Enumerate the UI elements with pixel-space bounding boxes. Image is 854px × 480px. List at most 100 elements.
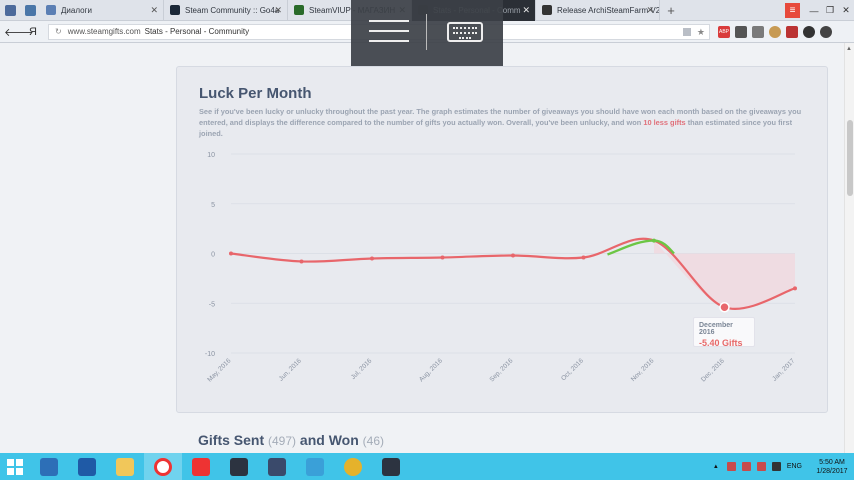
x-tick-label: Sep, 2016	[489, 357, 515, 383]
x-tick-label: Dec, 2016	[700, 357, 726, 383]
gear-icon	[306, 457, 324, 476]
tab-label: Диалоги	[61, 5, 92, 15]
taskbar-app-5[interactable]	[372, 453, 410, 480]
reload-icon[interactable]: ↻	[55, 27, 62, 36]
extensions: ABP	[718, 25, 832, 38]
taskbar-powershell[interactable]	[68, 453, 106, 480]
taskbar-explorer[interactable]	[30, 453, 68, 480]
clock-time: 5:50 AM	[819, 458, 845, 466]
description-text: See if you've been lucky or unlucky thro…	[199, 107, 802, 127]
description-highlight: 10 less gifts	[643, 118, 686, 127]
yandex-button[interactable]: Я	[29, 25, 37, 38]
tab-close-icon[interactable]: ✕	[274, 4, 282, 15]
keyboard-icon[interactable]	[447, 22, 483, 42]
start-button[interactable]	[0, 453, 30, 480]
tray-icon-1[interactable]	[726, 462, 736, 471]
taskbar-yandex[interactable]	[144, 453, 182, 480]
pinned-tab-vk[interactable]	[20, 0, 40, 21]
close-window-button[interactable]: ✕	[842, 5, 850, 15]
extension-icon-3[interactable]	[803, 25, 815, 38]
gifts-won-label: and Won	[299, 432, 359, 448]
taskbar-yandex-2[interactable]	[182, 453, 220, 480]
back-button[interactable]: 🡐	[4, 26, 34, 39]
gifts-section-title: Gifts Sent (497) and Won (46)	[198, 432, 384, 448]
vk-icon	[24, 4, 36, 16]
data-point	[229, 251, 233, 256]
luck-line	[230, 237, 796, 310]
scrollbar-thumb[interactable]	[847, 120, 853, 196]
negative-area	[654, 240, 795, 309]
tab-close-icon[interactable]: ✕	[522, 4, 530, 15]
x-tick-label: Nov, 2016	[630, 357, 656, 383]
chrome-icon	[344, 457, 362, 476]
menu-icon[interactable]	[369, 20, 409, 42]
tab-label: Steam Community :: Go4a	[185, 5, 280, 15]
page-content: Luck Per Month See if you've been lucky …	[0, 43, 854, 453]
url-page-title: Stats - Personal - Community	[144, 27, 250, 36]
tab-4[interactable]: Release ArchiSteamFarm V2 ✕	[536, 0, 660, 21]
cookie-icon[interactable]	[769, 25, 781, 38]
shield-icon-2	[382, 457, 400, 476]
adblock-icon[interactable]: ABP	[718, 25, 730, 38]
x-tick-label: May, 2016	[206, 357, 232, 383]
language-indicator[interactable]: ENG	[786, 463, 802, 470]
system-tray: ▲ ENG 5:50 AM 1/28/2017	[713, 453, 854, 480]
download-icon[interactable]	[820, 25, 832, 38]
tray-icon-2[interactable]	[741, 462, 751, 471]
clock[interactable]: 5:50 AM 1/28/2017	[810, 458, 854, 476]
new-tab-button[interactable]: +	[667, 2, 675, 18]
tray-arrow-icon[interactable]: ▲	[712, 463, 719, 470]
tab-favicon	[542, 5, 552, 15]
extension-icon-2[interactable]	[752, 25, 764, 38]
y-tick-label: -5	[209, 301, 215, 308]
yandex-browser-icon	[154, 457, 172, 476]
x-tick-label: Jul, 2016	[350, 357, 374, 381]
star-icon[interactable]: ★	[696, 26, 705, 37]
x-tick-label: Oct, 2016	[560, 357, 585, 382]
hourglass-icon	[268, 457, 286, 476]
luck-per-month-card: Luck Per Month See if you've been lucky …	[176, 66, 828, 413]
tab-close-icon[interactable]: ✕	[646, 4, 654, 15]
tab-favicon	[46, 5, 56, 15]
windows-icon	[7, 458, 23, 475]
scroll-up-icon[interactable]: ▲	[846, 46, 852, 52]
data-point	[581, 255, 586, 260]
tab-0[interactable]: Диалоги ✕	[40, 0, 164, 21]
touch-overlay-panel	[351, 0, 503, 66]
mail-icon[interactable]	[786, 25, 798, 38]
taskbar-app-4[interactable]	[334, 453, 372, 480]
tab-close-icon[interactable]: ✕	[150, 4, 158, 15]
card-description: See if you've been lucky or unlucky thro…	[199, 106, 809, 139]
window-controls: ≡ — ❐ ✕	[785, 0, 854, 21]
y-tick-label: 5	[211, 202, 215, 209]
tray-icon-3[interactable]	[756, 462, 766, 471]
volume-icon[interactable]	[771, 462, 781, 471]
taskbar-folder[interactable]	[106, 453, 144, 480]
extension-icon[interactable]	[735, 25, 747, 38]
tooltip-date: December 2016	[699, 322, 733, 336]
computer-icon	[40, 457, 58, 476]
data-point	[652, 238, 656, 243]
x-tick-label: Jun, 2016	[278, 357, 303, 382]
taskbar-app-2[interactable]	[258, 453, 296, 480]
shield-icon	[230, 457, 248, 476]
browser-menu-button[interactable]: ≡	[785, 3, 800, 18]
steam-icon	[4, 4, 16, 16]
taskbar-app-3[interactable]	[296, 453, 334, 480]
maximize-button[interactable]: ❐	[825, 5, 835, 15]
bookmark-icon[interactable]	[683, 27, 691, 36]
minimize-button[interactable]: —	[809, 5, 819, 16]
tab-1[interactable]: Steam Community :: Go4a ✕	[164, 0, 288, 21]
y-tick-label: 10	[207, 152, 215, 159]
pinned-tab[interactable]	[0, 0, 20, 21]
taskbar-app-1[interactable]	[220, 453, 258, 480]
folder-icon	[116, 457, 134, 476]
description-text-end: than estimated since you first joined.	[199, 118, 793, 138]
chart-tooltip: December 2016 -5.40 Gifts	[693, 317, 755, 348]
tab-favicon	[170, 5, 180, 15]
divider	[426, 14, 427, 50]
url-domain: www.steamgifts.com	[67, 27, 141, 36]
tab-favicon	[294, 5, 304, 15]
page-scrollbar[interactable]: ▲	[844, 43, 854, 453]
